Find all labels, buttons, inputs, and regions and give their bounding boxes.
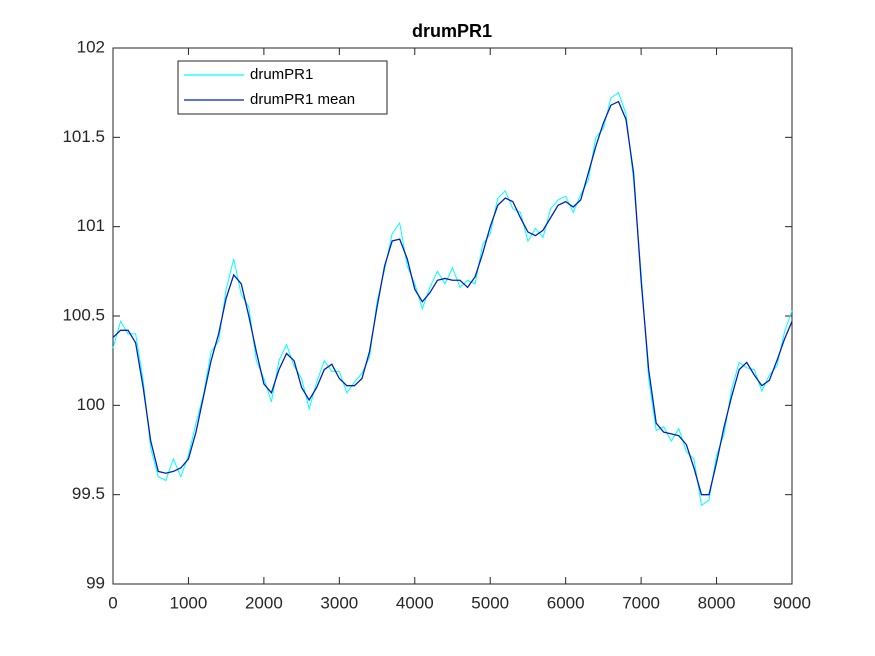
- x-tick-label: 9000: [773, 593, 811, 612]
- x-tick-label: 3000: [320, 593, 358, 612]
- x-tick-label: 7000: [622, 593, 660, 612]
- legend-label: drumPR1: [250, 66, 313, 83]
- y-tick-label: 102: [77, 37, 105, 56]
- x-tick-label: 1000: [170, 593, 208, 612]
- legend-box: [177, 60, 388, 115]
- x-tick-label: 2000: [245, 593, 283, 612]
- axes-box: [112, 47, 793, 585]
- legend-label: drumPR1 mean: [250, 91, 355, 108]
- y-tick-label: 99.5: [72, 484, 105, 503]
- series-line: [112, 91, 793, 507]
- y-tick-label: 100.5: [62, 305, 105, 324]
- x-tick-label: 0: [108, 593, 117, 612]
- series-line: [112, 100, 793, 496]
- x-tick-label: 8000: [698, 593, 736, 612]
- y-tick-label: 101.5: [62, 127, 105, 146]
- x-tick-label: 6000: [547, 593, 585, 612]
- y-tick-label: 99: [86, 573, 105, 592]
- chart-title: drumPR1: [412, 21, 492, 41]
- y-tick-label: 101: [77, 216, 105, 235]
- x-tick-label: 5000: [471, 593, 509, 612]
- y-tick-label: 100: [77, 395, 105, 414]
- x-tick-label: 4000: [396, 593, 434, 612]
